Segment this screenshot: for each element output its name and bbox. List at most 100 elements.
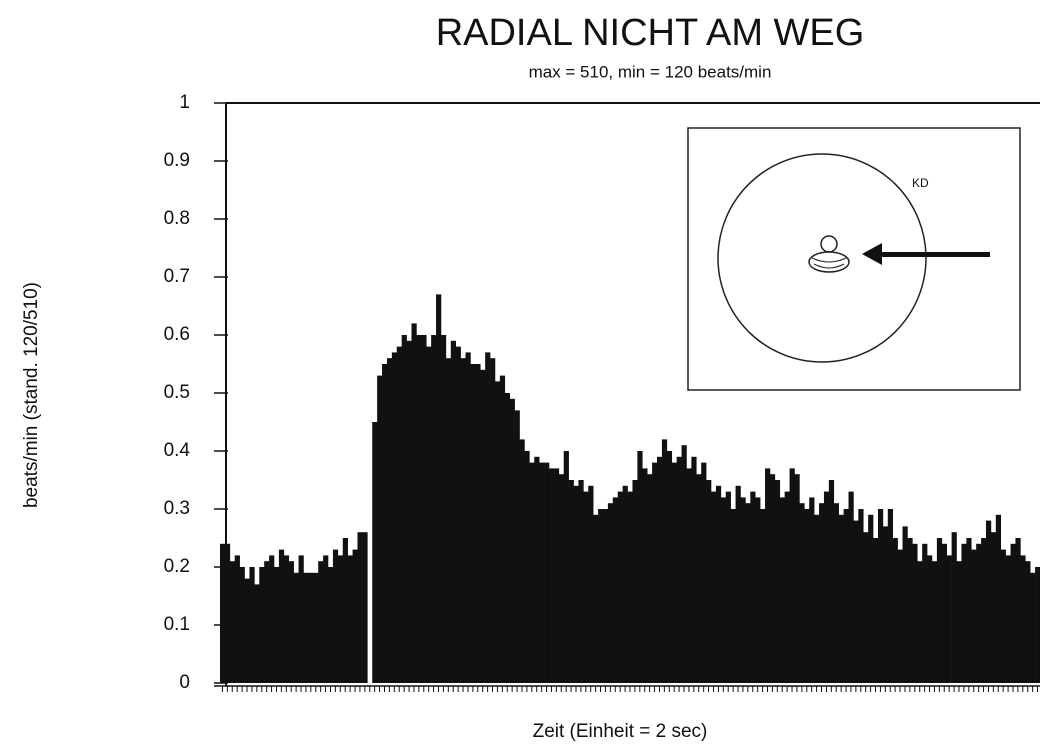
bar <box>510 399 515 683</box>
bar <box>524 451 529 683</box>
y-tick-label: 0 <box>179 672 190 693</box>
bar <box>613 497 618 683</box>
bar <box>461 358 466 683</box>
bar <box>898 550 903 683</box>
bar <box>711 492 716 683</box>
bar <box>721 497 726 683</box>
bar <box>706 480 711 683</box>
bar <box>411 323 416 683</box>
bar <box>834 503 839 683</box>
bar <box>947 555 952 683</box>
bar <box>357 532 362 683</box>
y-tick-label: 0.1 <box>164 614 190 635</box>
bar <box>996 515 1001 683</box>
bar <box>500 376 505 683</box>
bar <box>937 538 942 683</box>
bar <box>922 544 927 683</box>
bar <box>844 509 849 683</box>
bar <box>642 468 647 683</box>
bar <box>490 358 495 683</box>
bar <box>814 515 819 683</box>
bar <box>986 521 991 683</box>
bar <box>1035 567 1040 683</box>
bar <box>952 532 957 683</box>
bar <box>303 573 308 683</box>
bar <box>858 509 863 683</box>
bar <box>966 538 971 683</box>
bar <box>632 480 637 683</box>
bar <box>495 381 500 683</box>
bar <box>667 451 672 683</box>
bar <box>883 526 888 683</box>
bar <box>382 364 387 683</box>
y-tick-label: 0.9 <box>164 150 190 171</box>
bar <box>598 509 603 683</box>
bar <box>397 347 402 683</box>
bar <box>318 561 323 683</box>
bar <box>716 486 721 683</box>
bar <box>682 445 687 683</box>
bar <box>416 335 421 683</box>
bar <box>343 538 348 683</box>
bar <box>328 567 333 683</box>
bar <box>961 544 966 683</box>
bar <box>485 352 490 683</box>
bar <box>1001 550 1006 683</box>
bar <box>235 555 240 683</box>
bar <box>456 347 461 683</box>
bar <box>623 486 628 683</box>
bar <box>942 544 947 683</box>
bar <box>294 573 299 683</box>
bar <box>1020 555 1025 683</box>
bar <box>230 561 235 683</box>
bar <box>662 439 667 683</box>
bar <box>775 480 780 683</box>
bar <box>240 567 245 683</box>
bar <box>1025 561 1030 683</box>
bar <box>799 503 804 683</box>
bar <box>220 544 225 683</box>
bar <box>1011 544 1016 683</box>
bar <box>515 410 520 683</box>
bar <box>544 463 549 683</box>
bar <box>868 515 873 683</box>
inset-frame <box>688 128 1020 390</box>
bar <box>441 335 446 683</box>
bar <box>245 579 250 683</box>
bar <box>1015 538 1020 683</box>
bar <box>701 463 706 683</box>
bar <box>279 550 284 683</box>
bar <box>225 544 230 683</box>
annotation: KD <box>912 176 929 190</box>
bar <box>785 492 790 683</box>
bar <box>672 463 677 683</box>
bar <box>745 503 750 683</box>
bar <box>780 497 785 683</box>
bar <box>731 509 736 683</box>
bar <box>480 370 485 683</box>
bar <box>569 480 574 683</box>
bar <box>254 584 259 683</box>
y-tick-label: 0.5 <box>164 382 190 403</box>
bar <box>284 555 289 683</box>
bar <box>392 352 397 683</box>
y-tick-label: 1 <box>179 92 190 113</box>
bar <box>829 480 834 683</box>
y-tick-label: 0.4 <box>164 440 191 461</box>
bar <box>981 538 986 683</box>
bar <box>736 486 741 683</box>
bar <box>539 463 544 683</box>
inset-diagram: KD <box>688 128 1020 390</box>
bar <box>907 538 912 683</box>
y-tick-label: 0.7 <box>164 266 190 287</box>
bar <box>903 526 908 683</box>
bar <box>505 393 510 683</box>
bar <box>849 492 854 683</box>
bar <box>863 532 868 683</box>
y-tick-label: 0.2 <box>164 556 190 577</box>
x-axis-label: Zeit (Einheit = 2 sec) <box>533 721 708 742</box>
bar <box>790 468 795 683</box>
bar <box>760 509 765 683</box>
bar <box>888 509 893 683</box>
chart: RADIAL NICHT AM WEG max = 510, min = 120… <box>0 0 1040 748</box>
